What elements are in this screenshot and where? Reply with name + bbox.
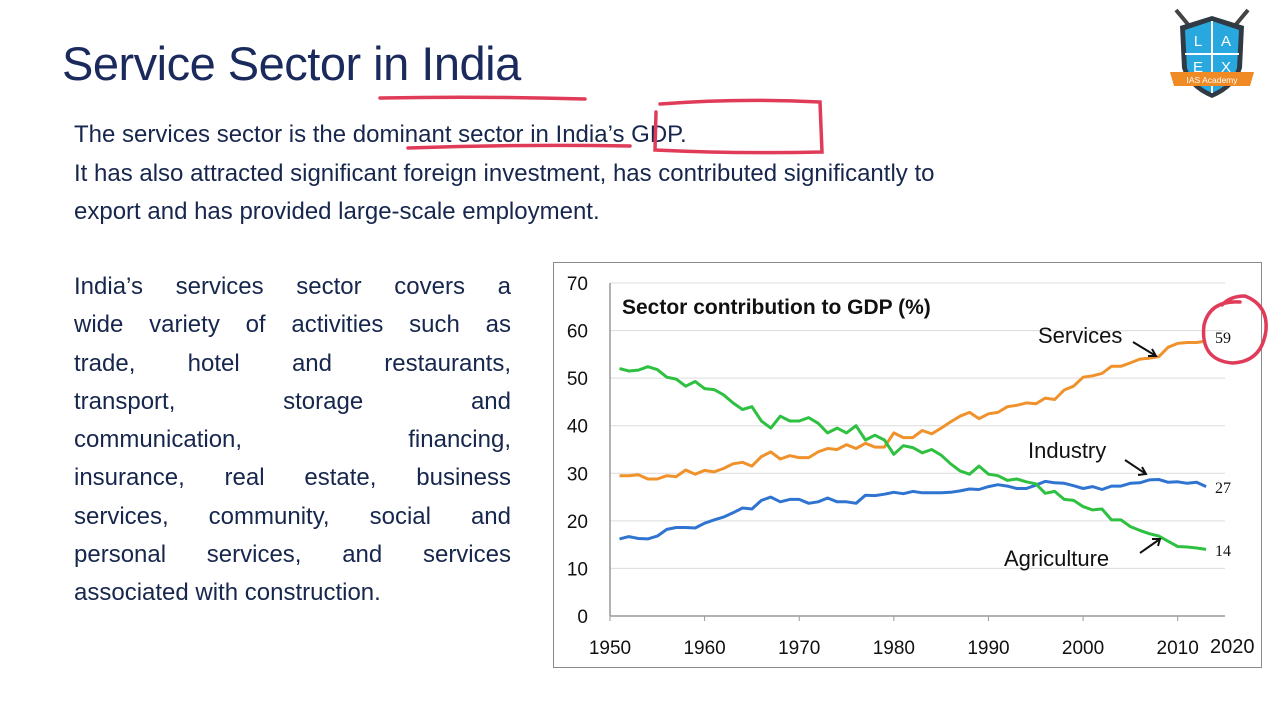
y-tick-label: 20 [567, 512, 588, 533]
underline-dominant-sector [406, 143, 632, 150]
intro-line: The services sector is the dominant sect… [74, 121, 687, 148]
intro-line: It has also attracted significant foreig… [74, 159, 935, 187]
laex-logo: L A E X IAS Academy [1170, 8, 1254, 98]
arrow-services [1132, 341, 1158, 357]
underline-in-india [378, 95, 587, 101]
y-tick-label: 10 [567, 559, 588, 580]
body-line: wide variety of activities such as [74, 311, 511, 339]
svg-text:A: A [1221, 33, 1231, 50]
chart-title: Sector contribution to GDP (%) [622, 296, 931, 319]
label-arrows [1124, 341, 1162, 554]
body-line: insurance, real estate, business [74, 464, 511, 492]
x-extra-label: 2020 [1210, 636, 1255, 658]
slide-title: Service Sector in India [62, 37, 521, 90]
svg-text:E: E [1193, 59, 1203, 76]
x-tick-label: 2000 [1062, 638, 1104, 659]
end-label-industry: 27 [1215, 480, 1231, 497]
body-line: services, community, social and [74, 502, 511, 530]
svg-text:X: X [1221, 59, 1231, 76]
body-line: associated with construction. [74, 579, 381, 607]
x-tick-label: 1960 [683, 638, 725, 659]
pen-annotations [378, 95, 1268, 365]
chart-series [619, 339, 1207, 551]
intro-paragraph: The services sector is the dominant sect… [74, 116, 934, 232]
series-label-industry: Industry [1028, 438, 1106, 463]
series-line-industry [619, 478, 1207, 541]
y-tick-label: 30 [567, 464, 588, 485]
end-label-services: 59 [1215, 330, 1231, 347]
arrow-industry [1124, 459, 1148, 476]
body-line: trade, hotel and restaurants, [74, 349, 511, 377]
series-line-agriculture [619, 365, 1207, 551]
svg-text:L: L [1194, 33, 1202, 50]
y-tick-label: 70 [567, 274, 588, 295]
chart-axes: 0 10 20 30 40 50 60 70 1950 1960 1970 1980 1990 2000 2… [567, 274, 1225, 659]
body-paragraph: India’s services sector covers a wide va… [74, 268, 511, 613]
x-tick-label: 2010 [1157, 638, 1199, 659]
box-indias-gdp [653, 98, 824, 155]
circle-59 [1201, 294, 1268, 365]
y-tick-label: 0 [577, 607, 588, 628]
body-line: communication, financing, [74, 426, 511, 454]
x-tick-label: 1980 [873, 638, 915, 659]
y-tick-label: 50 [567, 369, 588, 390]
chart-frame [553, 262, 1262, 668]
x-tick-label: 1950 [589, 638, 631, 659]
body-line: India’s services sector covers a [74, 273, 511, 300]
body-line: transport, storage and [74, 387, 511, 415]
series-label-services: Services [1038, 323, 1122, 348]
y-tick-label: 40 [567, 417, 588, 438]
arrow-agriculture [1139, 538, 1162, 554]
svg-text:IAS Academy: IAS Academy [1186, 75, 1238, 85]
intro-line: export and has provided large-scale empl… [74, 198, 600, 225]
y-tick-label: 60 [567, 322, 588, 343]
end-label-agriculture: 14 [1215, 543, 1231, 560]
series-line-services [619, 339, 1207, 481]
x-tick-label: 1990 [967, 638, 1009, 659]
body-line: personal services, and services [74, 541, 511, 569]
x-tick-label: 1970 [778, 638, 820, 659]
series-label-agriculture: Agriculture [1004, 546, 1109, 571]
